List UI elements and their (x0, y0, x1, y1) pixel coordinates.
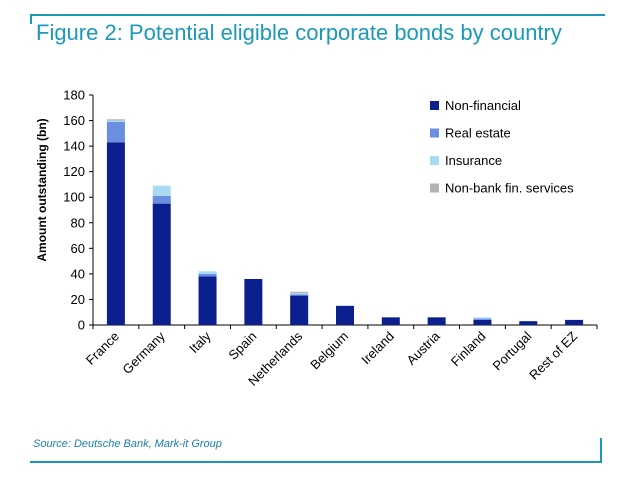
x-tick-label: Finland (448, 329, 489, 370)
bar-non-financial (519, 321, 538, 325)
chart-legend: Non-financial Real estate Insurance Non-ban… (430, 98, 574, 196)
x-tick-label: Austria (404, 328, 444, 368)
legend-label: Non-bank fin. services (445, 181, 574, 196)
bar-real-estate (152, 195, 171, 204)
bar-non-financial (336, 305, 354, 325)
y-tick-label: 40 (71, 266, 85, 281)
bar-non-financial (290, 295, 309, 325)
x-tick-label: Ireland (358, 329, 397, 368)
bar-insurance (473, 317, 492, 319)
legend-label: Insurance (445, 153, 502, 168)
y-tick-label: 180 (63, 88, 85, 103)
y-tick-label: 80 (71, 215, 85, 230)
bar-non-financial (427, 317, 446, 325)
bar-non-bank-fin-services (290, 291, 309, 294)
bar-non-financial (152, 203, 171, 325)
legend-label: Real estate (445, 126, 511, 141)
y-tick-label: 20 (71, 292, 85, 307)
bar-real-estate (473, 318, 492, 320)
x-tick-label: Italy (186, 328, 214, 356)
bar-real-estate (198, 273, 217, 277)
x-tick-label: Rest of EZ (526, 328, 580, 382)
y-axis-label: Amount outstanding (bn) (35, 118, 49, 261)
bar-real-estate (290, 294, 309, 296)
frame-top-rule (30, 14, 605, 16)
legend-swatch (430, 101, 439, 110)
y-tick-label: 0 (78, 318, 85, 333)
legend-swatch (430, 128, 439, 138)
frame-bottom-tick (600, 438, 602, 463)
bar-insurance (106, 120, 125, 122)
y-tick-label: 120 (63, 164, 85, 179)
bar-insurance (290, 293, 309, 295)
x-tick-label: Belgium (307, 329, 351, 373)
bar-non-financial (565, 319, 584, 325)
frame-top-tick (30, 14, 32, 24)
x-tick-label: France (83, 329, 122, 368)
y-tick-label: 140 (63, 139, 85, 154)
bar-non-financial (198, 276, 217, 325)
bar-non-financial (473, 319, 492, 325)
x-tick-label: Portugal (490, 328, 535, 373)
figure-title: Figure 2: Potential eligible corporate b… (36, 20, 562, 45)
source-note: Source: Deutsche Bank, Mark-it Group (33, 438, 222, 450)
bar-real-estate (106, 121, 125, 143)
y-tick-label: 160 (63, 113, 85, 128)
legend-swatch (430, 156, 439, 165)
x-tick-label: Germany (119, 328, 168, 377)
legend-label: Non-financial (445, 98, 521, 113)
bar-non-financial (106, 142, 125, 325)
y-tick-label: 60 (71, 241, 85, 256)
y-tick-label: 100 (63, 190, 85, 205)
bar-insurance (198, 271, 217, 274)
x-tick-label: Spain (225, 329, 259, 363)
bar-insurance (152, 185, 171, 196)
legend-swatch (430, 183, 439, 193)
bar-non-financial (244, 279, 263, 325)
frame-bottom-rule (30, 461, 602, 463)
chart-axes: 0 20 40 60 80 100 120 140 160 180 (63, 88, 598, 333)
bar-non-bank-fin-services (106, 119, 125, 121)
bar-non-financial (381, 317, 400, 325)
